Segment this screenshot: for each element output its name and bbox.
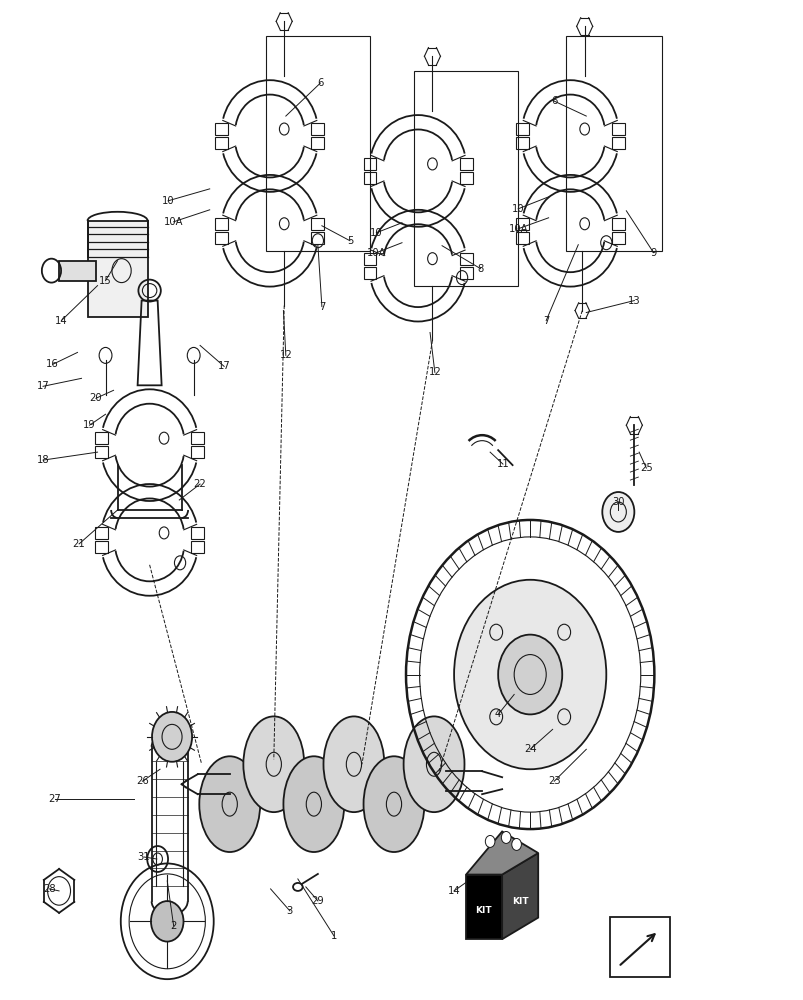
Ellipse shape xyxy=(323,716,384,812)
Bar xyxy=(266,36,369,251)
Bar xyxy=(609,917,670,977)
Circle shape xyxy=(498,635,561,714)
Text: 7: 7 xyxy=(542,316,548,326)
Ellipse shape xyxy=(403,716,464,812)
Circle shape xyxy=(485,835,495,847)
Ellipse shape xyxy=(243,716,304,812)
Bar xyxy=(565,36,662,251)
Text: 16: 16 xyxy=(47,359,59,369)
Text: KIT: KIT xyxy=(512,897,528,906)
Text: 26: 26 xyxy=(136,776,149,786)
Text: 20: 20 xyxy=(89,393,102,403)
Text: 30: 30 xyxy=(611,497,624,507)
Text: 1: 1 xyxy=(330,931,336,941)
Text: 23: 23 xyxy=(547,776,560,786)
Text: 18: 18 xyxy=(37,455,49,465)
Polygon shape xyxy=(502,853,537,939)
Text: 14: 14 xyxy=(447,886,460,896)
Text: 12: 12 xyxy=(428,367,441,377)
Text: 19: 19 xyxy=(83,420,96,430)
Text: 17: 17 xyxy=(218,361,230,371)
Text: 29: 29 xyxy=(311,896,324,906)
Text: 10A: 10A xyxy=(507,224,528,234)
Circle shape xyxy=(501,831,511,843)
Text: 10A: 10A xyxy=(366,248,385,258)
Bar xyxy=(59,261,96,281)
Circle shape xyxy=(152,712,192,762)
Ellipse shape xyxy=(363,756,424,852)
Text: 5: 5 xyxy=(346,236,353,246)
Text: 17: 17 xyxy=(37,381,49,391)
Text: 27: 27 xyxy=(49,794,61,804)
Ellipse shape xyxy=(199,756,260,852)
Text: 22: 22 xyxy=(194,479,206,489)
Text: 4: 4 xyxy=(495,709,500,719)
Text: 7: 7 xyxy=(318,302,324,312)
Text: 10: 10 xyxy=(512,204,524,214)
Bar xyxy=(88,221,148,317)
Text: 6: 6 xyxy=(550,96,556,106)
Text: 9: 9 xyxy=(650,248,656,258)
Text: 2: 2 xyxy=(170,921,177,931)
Bar xyxy=(414,71,517,286)
Text: 25: 25 xyxy=(639,463,652,473)
Text: 10A: 10A xyxy=(164,217,183,227)
Text: KIT: KIT xyxy=(475,906,491,915)
Text: 15: 15 xyxy=(99,276,112,286)
Text: 24: 24 xyxy=(524,744,536,754)
Text: 13: 13 xyxy=(627,296,640,306)
Circle shape xyxy=(512,838,520,850)
Text: 12: 12 xyxy=(279,350,291,360)
Text: 10: 10 xyxy=(161,196,174,206)
Text: 28: 28 xyxy=(43,884,55,894)
Circle shape xyxy=(601,492,634,532)
Text: 21: 21 xyxy=(72,539,85,549)
Polygon shape xyxy=(466,875,502,939)
Circle shape xyxy=(454,580,605,769)
Text: 10: 10 xyxy=(369,228,382,238)
Polygon shape xyxy=(466,831,537,875)
Text: 6: 6 xyxy=(316,78,323,88)
Text: 11: 11 xyxy=(496,459,508,469)
Ellipse shape xyxy=(283,756,344,852)
Circle shape xyxy=(151,901,183,942)
Text: 8: 8 xyxy=(477,264,483,274)
Text: 14: 14 xyxy=(55,316,67,326)
Text: 3: 3 xyxy=(287,906,292,916)
Text: 31: 31 xyxy=(137,852,150,862)
